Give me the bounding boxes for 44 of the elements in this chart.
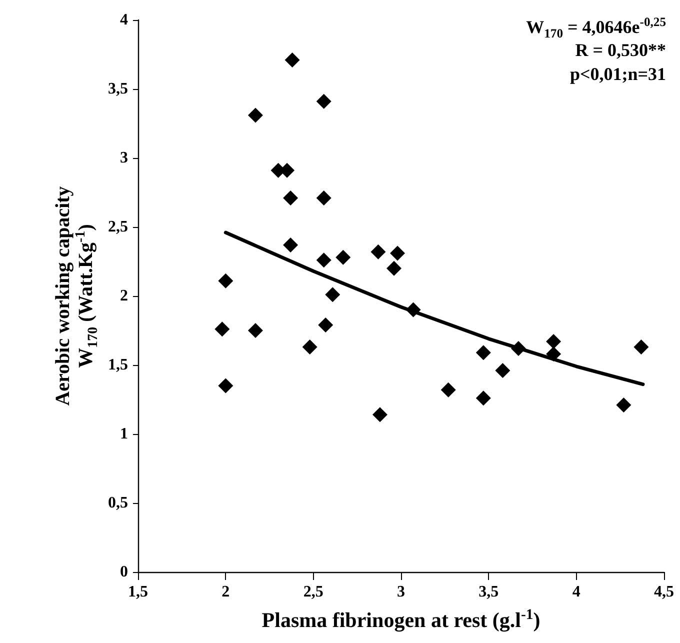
annotation: W$_{170}$ = 4,0646e$^{-0,25}$ R = 0,530** p<0,01;n=31 [526, 15, 666, 86]
x-tick-label: 2,5 [303, 584, 324, 600]
point [634, 340, 649, 355]
x-tick-label: 3 [397, 584, 405, 600]
point [546, 334, 562, 350]
x-tick-label: 4 [572, 584, 580, 600]
point [440, 382, 456, 398]
y-tick-label: 2,5 [108, 218, 128, 236]
point [248, 108, 263, 123]
point [283, 190, 298, 206]
point [218, 378, 234, 394]
y-tick-label: 4 [120, 12, 128, 28]
point [218, 273, 234, 288]
point [336, 250, 351, 265]
y-tick-label: 2 [120, 288, 128, 304]
point [370, 244, 386, 260]
point [372, 407, 388, 422]
line-series [224, 230, 645, 386]
point [476, 345, 491, 360]
point [316, 94, 332, 109]
y-tick-label: 3,5 [108, 80, 128, 98]
point [616, 398, 632, 413]
y-tick-label: 0 [120, 564, 128, 580]
point [476, 390, 491, 406]
point [284, 52, 300, 68]
y-tick-label: 3 [120, 150, 128, 166]
x-axis-title: Plasma fibrinogen at rest (g.l$^{-1}$) [260, 607, 542, 632]
y-tick-label: 1 [120, 426, 128, 442]
y-tick-label: 1,5 [108, 356, 128, 374]
x-tick-label: 4,5 [654, 584, 674, 600]
point [495, 363, 510, 378]
y-tick-label: 0,5 [108, 494, 128, 512]
point [390, 246, 405, 261]
point [325, 287, 340, 302]
point [248, 323, 263, 338]
point [316, 252, 332, 268]
point [386, 260, 402, 276]
point [318, 317, 334, 332]
point [302, 340, 318, 355]
x-tick-label: 2 [222, 584, 230, 600]
point [283, 237, 298, 252]
x-tick-label: 3,5 [478, 584, 499, 600]
point [214, 322, 230, 337]
point [316, 190, 332, 206]
